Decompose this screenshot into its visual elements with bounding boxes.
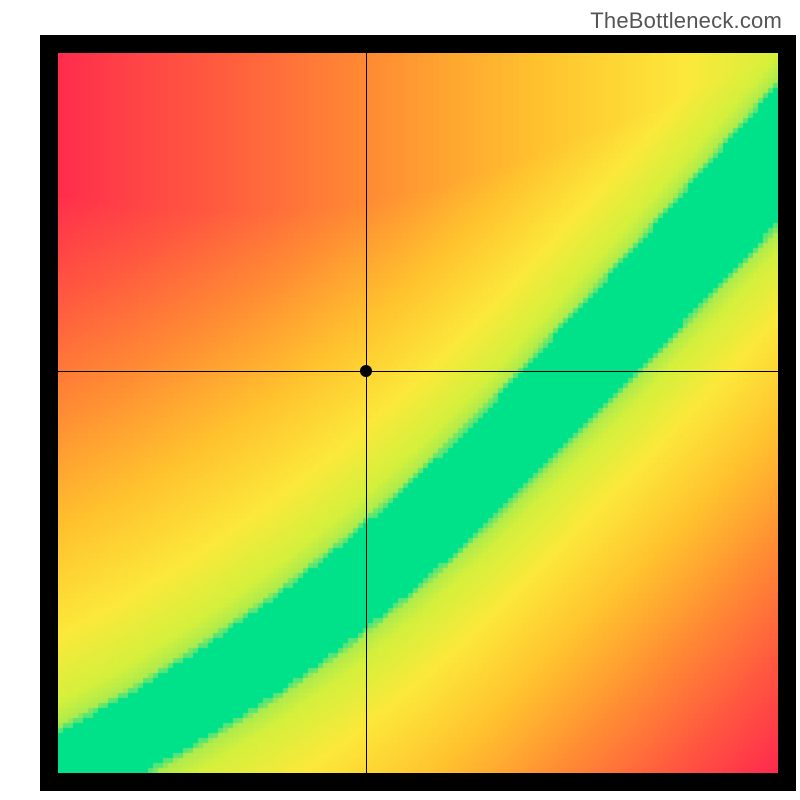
crosshair-horizontal <box>58 371 778 372</box>
heatmap-canvas <box>58 53 778 773</box>
crosshair-point <box>360 365 372 377</box>
watermark-text: TheBottleneck.com <box>590 8 782 34</box>
chart-container: TheBottleneck.com <box>0 0 800 800</box>
crosshair-vertical <box>366 53 367 773</box>
plot-area <box>40 35 796 791</box>
